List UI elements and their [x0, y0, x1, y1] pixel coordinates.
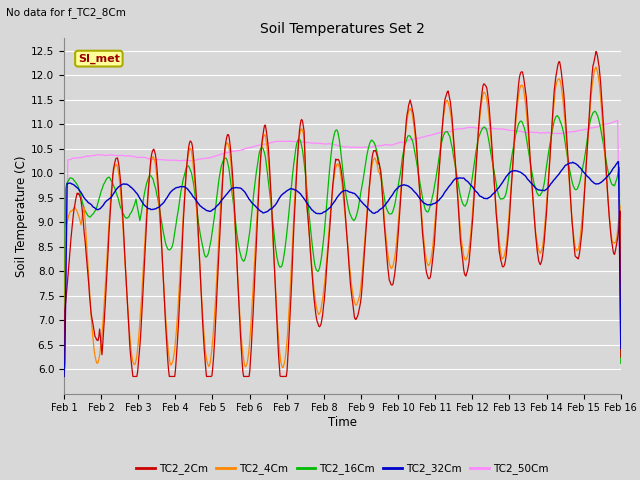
Title: Soil Temperatures Set 2: Soil Temperatures Set 2: [260, 22, 425, 36]
X-axis label: Time: Time: [328, 416, 357, 429]
Text: No data for f_TC2_8Cm: No data for f_TC2_8Cm: [6, 7, 126, 18]
Y-axis label: Soil Temperature (C): Soil Temperature (C): [15, 155, 28, 277]
Legend: TC2_2Cm, TC2_4Cm, TC2_16Cm, TC2_32Cm, TC2_50Cm: TC2_2Cm, TC2_4Cm, TC2_16Cm, TC2_32Cm, TC…: [132, 459, 553, 479]
Text: SI_met: SI_met: [78, 53, 120, 64]
